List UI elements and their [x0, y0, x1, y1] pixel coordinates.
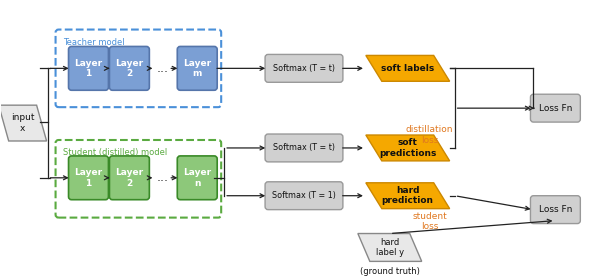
Text: Layer
2: Layer 2 — [115, 168, 144, 187]
FancyBboxPatch shape — [109, 46, 150, 90]
Text: ...: ... — [156, 62, 168, 75]
Text: input
x: input x — [11, 113, 35, 133]
Text: Loss Fn: Loss Fn — [539, 205, 572, 214]
Polygon shape — [0, 105, 47, 141]
Text: Softmax (T = t): Softmax (T = t) — [273, 143, 335, 152]
Text: distillation
loss: distillation loss — [406, 125, 453, 145]
Text: hard
prediction: hard prediction — [382, 186, 434, 205]
Text: Softmax (T = t): Softmax (T = t) — [273, 64, 335, 73]
FancyBboxPatch shape — [177, 46, 217, 90]
Text: Layer
1: Layer 1 — [74, 59, 102, 78]
Text: soft
predictions: soft predictions — [379, 138, 437, 158]
FancyBboxPatch shape — [69, 46, 108, 90]
FancyBboxPatch shape — [265, 54, 343, 82]
FancyBboxPatch shape — [265, 134, 343, 162]
Text: soft labels: soft labels — [381, 64, 434, 73]
Text: Layer
1: Layer 1 — [74, 168, 102, 187]
Text: (ground truth): (ground truth) — [360, 267, 420, 276]
Text: hard
label y: hard label y — [376, 238, 404, 257]
Polygon shape — [366, 183, 450, 209]
Text: Loss Fn: Loss Fn — [539, 104, 572, 113]
FancyBboxPatch shape — [265, 182, 343, 210]
Text: Student (distilled) model: Student (distilled) model — [63, 148, 167, 157]
Polygon shape — [366, 135, 450, 161]
FancyBboxPatch shape — [177, 156, 217, 200]
Text: Teacher model: Teacher model — [63, 38, 124, 47]
Polygon shape — [358, 234, 422, 261]
FancyBboxPatch shape — [530, 196, 580, 224]
Text: ...: ... — [156, 171, 168, 184]
FancyBboxPatch shape — [530, 94, 580, 122]
Polygon shape — [366, 55, 450, 81]
Text: Softmax (T = 1): Softmax (T = 1) — [272, 191, 336, 200]
FancyBboxPatch shape — [109, 156, 150, 200]
Text: Layer
m: Layer m — [183, 59, 211, 78]
Text: student
loss: student loss — [412, 212, 447, 231]
Text: Layer
n: Layer n — [183, 168, 211, 187]
FancyBboxPatch shape — [69, 156, 108, 200]
Text: Layer
2: Layer 2 — [115, 59, 144, 78]
